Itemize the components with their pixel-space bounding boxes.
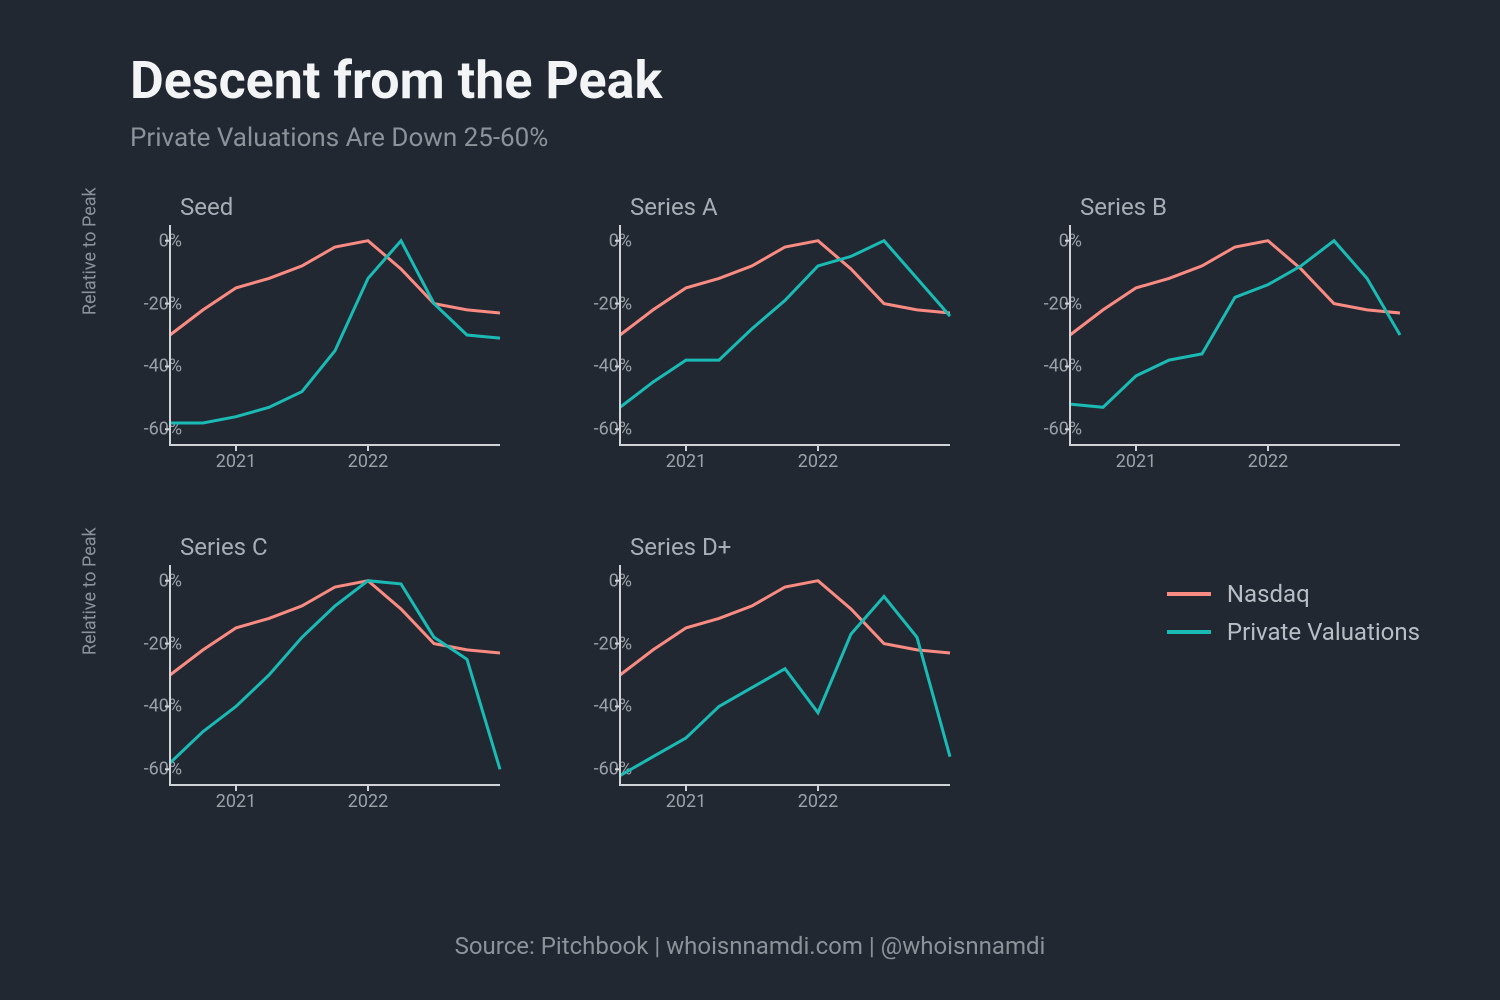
x-tick-label: 2022 [348,451,388,472]
plot-area [170,225,500,445]
series-private [170,241,500,423]
plot-area [170,565,500,785]
legend-swatch [1167,592,1211,596]
chart-panel: SeedRelative to Peak0%-20%-40%-60%202120… [100,193,520,493]
panel-title: Series B [1080,193,1167,221]
x-tick-label: 2021 [666,791,706,812]
plot-area [1070,225,1400,445]
x-tick-label: 2021 [1116,451,1156,472]
axis-line [620,565,950,785]
series-private [1070,241,1400,408]
x-tick-label: 2022 [798,791,838,812]
x-tick-label: 2021 [216,451,256,472]
chart-subtitle: Private Valuations Are Down 25-60% [130,123,1430,153]
series-private [620,596,950,775]
legend-label: Private Valuations [1227,618,1420,646]
series-nasdaq [620,581,950,675]
x-tick-label: 2021 [666,451,706,472]
y-axis-label: Relative to Peak [80,527,101,655]
source-caption: Source: Pitchbook | whoisnnamdi.com | @w… [0,932,1500,960]
legend-item: Nasdaq [1167,580,1420,608]
plot-area [620,225,950,445]
chart-panel: Series B0%-20%-40%-60%20212022 [1000,193,1420,493]
series-private [170,581,500,770]
series-nasdaq [620,241,950,335]
x-tick-label: 2021 [216,791,256,812]
panel-title: Seed [180,193,233,221]
plot-area [620,565,950,785]
series-nasdaq [170,581,500,675]
panel-title: Series D+ [630,533,731,561]
series-nasdaq [1070,241,1400,335]
chart-title: Descent from the Peak [130,50,1430,111]
chart-panel: Series D+0%-20%-40%-60%20212022 [550,533,970,833]
series-private [620,241,950,408]
axis-line [170,565,500,785]
legend-swatch [1167,630,1211,634]
axis-line [170,225,500,445]
x-tick-label: 2022 [1248,451,1288,472]
chart-panel: Series A0%-20%-40%-60%20212022 [550,193,970,493]
panel-grid: SeedRelative to Peak0%-20%-40%-60%202120… [100,193,1430,833]
legend-label: Nasdaq [1227,580,1310,608]
legend: Nasdaq Private Valuations [1167,580,1420,656]
panel-title: Series C [180,533,268,561]
x-tick-label: 2022 [348,791,388,812]
panel-title: Series A [630,193,718,221]
chart-panel: Series CRelative to Peak0%-20%-40%-60%20… [100,533,520,833]
legend-item: Private Valuations [1167,618,1420,646]
x-tick-label: 2022 [798,451,838,472]
y-axis-label: Relative to Peak [80,187,101,315]
